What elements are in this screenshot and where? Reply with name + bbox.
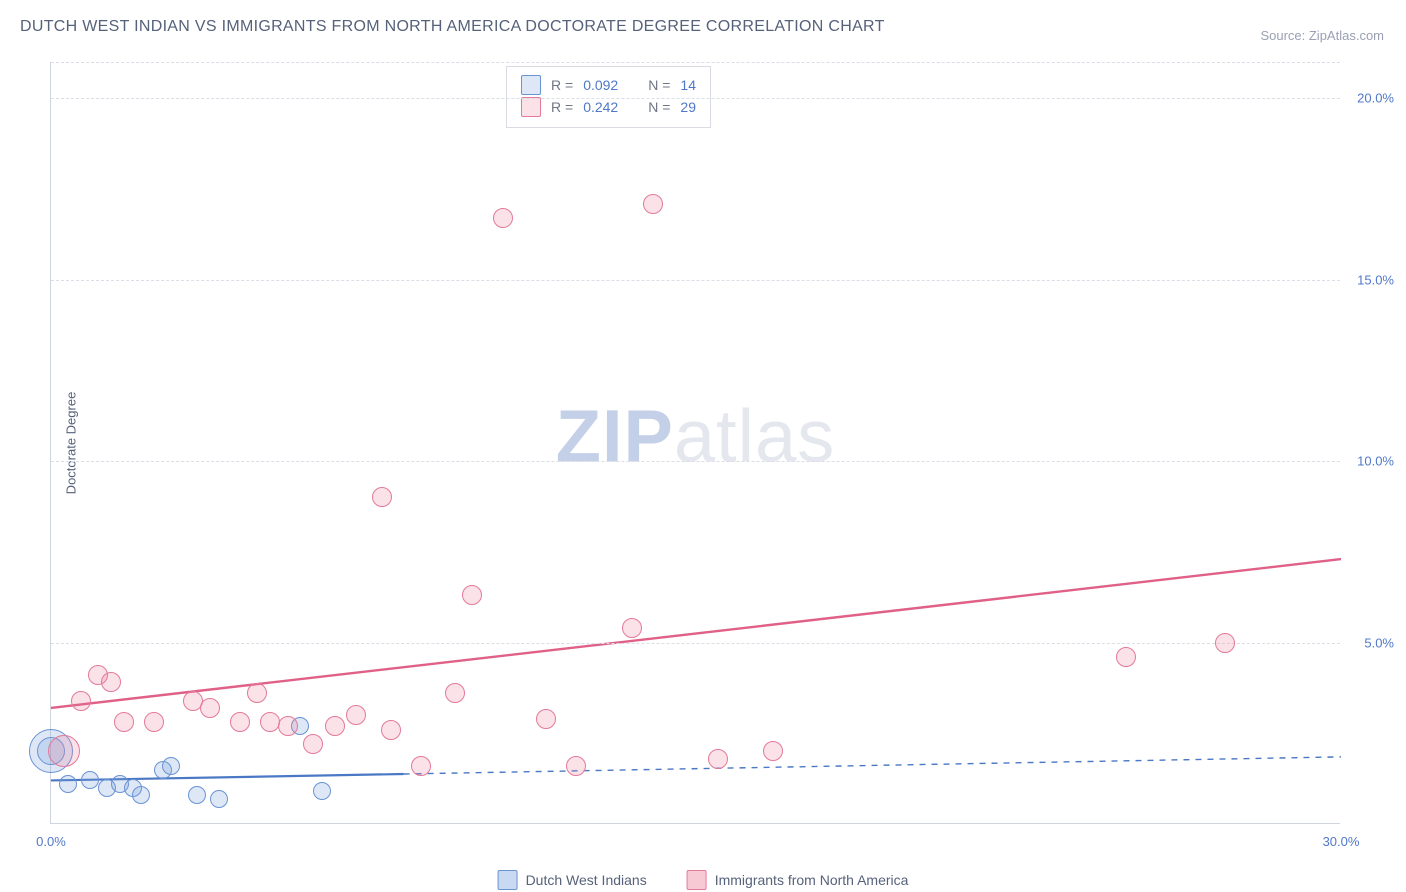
- data-point: [381, 720, 401, 740]
- legend-stats-box: R = 0.092 N = 14 R = 0.242 N = 29: [506, 66, 711, 128]
- data-point: [1215, 633, 1235, 653]
- data-point: [445, 683, 465, 703]
- data-point: [622, 618, 642, 638]
- trend-line-dashed: [404, 757, 1341, 774]
- legend-swatch-icon: [521, 75, 541, 95]
- data-point: [346, 705, 366, 725]
- data-point: [81, 771, 99, 789]
- trend-line: [51, 559, 1341, 708]
- data-point: [188, 786, 206, 804]
- data-point: [1116, 647, 1136, 667]
- data-point: [59, 775, 77, 793]
- y-tick-label: 15.0%: [1357, 272, 1394, 287]
- data-point: [101, 672, 121, 692]
- data-point: [132, 786, 150, 804]
- data-point: [536, 709, 556, 729]
- legend-swatch-icon: [521, 97, 541, 117]
- data-point: [566, 756, 586, 776]
- data-point: [493, 208, 513, 228]
- y-tick-label: 20.0%: [1357, 91, 1394, 106]
- legend-label: Immigrants from North America: [715, 872, 909, 888]
- y-tick-label: 10.0%: [1357, 454, 1394, 469]
- legend-swatch-icon: [687, 870, 707, 890]
- trend-lines-layer: [51, 62, 1340, 823]
- data-point: [325, 716, 345, 736]
- stat-r-value: 0.092: [583, 77, 618, 93]
- stat-n-label: N =: [648, 77, 670, 93]
- grid-line: [51, 98, 1340, 99]
- data-point: [114, 712, 134, 732]
- data-point: [372, 487, 392, 507]
- stat-n-value: 14: [680, 77, 696, 93]
- legend-label: Dutch West Indians: [526, 872, 647, 888]
- grid-line: [51, 280, 1340, 281]
- stat-r-value: 0.242: [583, 99, 618, 115]
- data-point: [210, 790, 228, 808]
- bottom-legend-item: Dutch West Indians: [498, 870, 647, 890]
- chart-title: DUTCH WEST INDIAN VS IMMIGRANTS FROM NOR…: [20, 18, 885, 36]
- legend-stats-row: R = 0.092 N = 14: [521, 75, 696, 95]
- plot-area: Doctorate Degree ZIPatlas R =0.092N =14R…: [50, 62, 1340, 824]
- data-point: [708, 749, 728, 769]
- data-point: [162, 757, 180, 775]
- data-point: [200, 698, 220, 718]
- grid-line: [51, 643, 1340, 644]
- stat-r-label: R =: [551, 77, 573, 93]
- stat-n-label: N =: [648, 99, 670, 115]
- chart-container: DUTCH WEST INDIAN VS IMMIGRANTS FROM NOR…: [0, 0, 1406, 892]
- data-point: [144, 712, 164, 732]
- data-point: [247, 683, 267, 703]
- data-point: [48, 735, 80, 767]
- stat-r-label: R =: [551, 99, 573, 115]
- grid-line: [51, 461, 1340, 462]
- legend-swatch-icon: [498, 870, 518, 890]
- y-tick-label: 5.0%: [1364, 635, 1394, 650]
- x-tick-label: 30.0%: [1323, 834, 1360, 849]
- data-point: [763, 741, 783, 761]
- data-point: [462, 585, 482, 605]
- x-tick-label: 0.0%: [36, 834, 66, 849]
- source-label: Source: ZipAtlas.com: [1260, 28, 1384, 43]
- data-point: [643, 194, 663, 214]
- data-point: [411, 756, 431, 776]
- bottom-legend: Dutch West Indians Immigrants from North …: [498, 870, 909, 890]
- grid-line: [51, 62, 1340, 63]
- data-point: [313, 782, 331, 800]
- stat-n-value: 29: [680, 99, 696, 115]
- data-point: [303, 734, 323, 754]
- legend-stats-row: R = 0.242 N = 29: [521, 97, 696, 117]
- data-point: [230, 712, 250, 732]
- bottom-legend-item: Immigrants from North America: [687, 870, 909, 890]
- data-point: [71, 691, 91, 711]
- data-point: [278, 716, 298, 736]
